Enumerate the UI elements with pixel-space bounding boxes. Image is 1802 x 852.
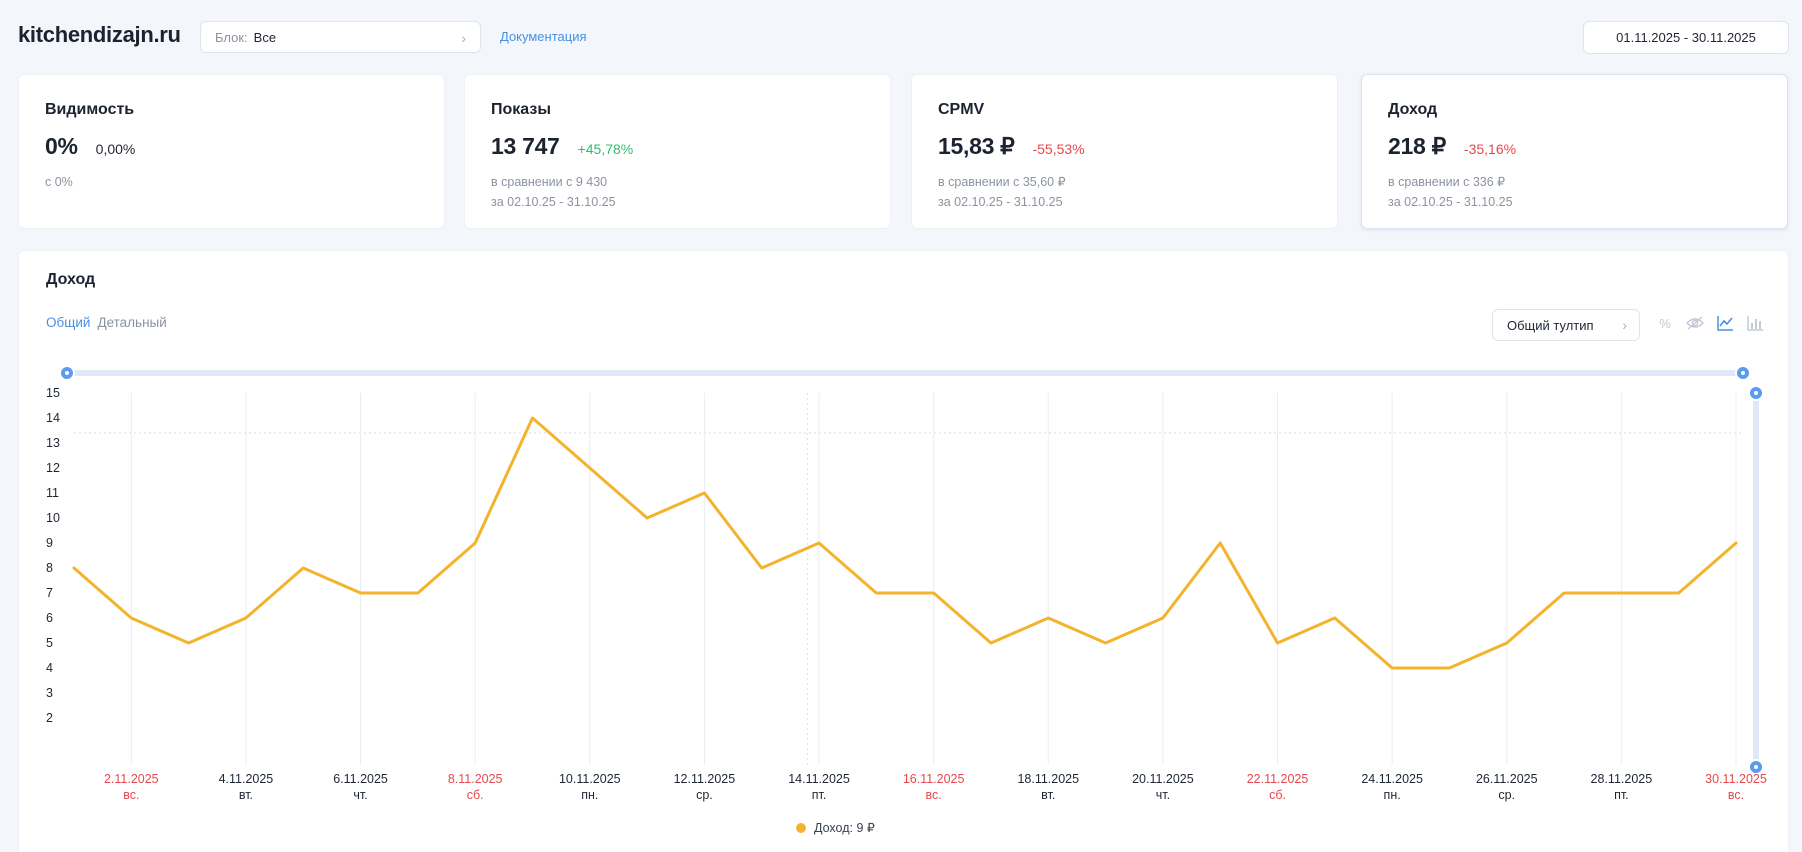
y-tick-label: 7 [46, 586, 53, 600]
x-tick-date: 26.11.2025 [1476, 772, 1538, 786]
x-tick-day: вт. [1041, 788, 1055, 802]
y-tick-label: 14 [46, 411, 60, 425]
x-tick-day: пн. [1384, 788, 1401, 802]
card-impressions[interactable]: Показы 13 747 +45,78% в сравнении с 9 43… [464, 74, 891, 229]
chart-toolbar: % [1655, 313, 1765, 333]
card-visibility[interactable]: Видимость 0% 0,00% с 0% [18, 74, 445, 229]
x-tick-day: чт. [1156, 788, 1170, 802]
card-title: Показы [491, 101, 551, 118]
card-delta: -35,16% [1463, 141, 1517, 157]
x-tick-date: 14.11.2025 [788, 772, 850, 786]
y-tick-label: 6 [46, 611, 53, 625]
x-tick-day: вс. [926, 788, 942, 802]
range-slider[interactable] [59, 365, 1751, 381]
y-tick-label: 10 [46, 511, 60, 525]
top-bar: kitchendizajn.ru Блок: Все › Документаци… [0, 0, 1802, 74]
site-title: kitchendizajn.ru [18, 22, 181, 47]
y-tick-label: 11 [46, 486, 59, 500]
card-title: Доход [1388, 101, 1438, 118]
x-tick-date: 12.11.2025 [674, 772, 736, 786]
y-range-slider[interactable] [1748, 385, 1764, 775]
card-value: 218 ₽ [1388, 133, 1446, 159]
x-tick-date: 6.11.2025 [333, 772, 388, 786]
tab-general[interactable]: Общий [46, 315, 91, 330]
chart-legend[interactable]: Доход: 9 ₽ [796, 820, 875, 835]
y-tick-label: 9 [46, 536, 53, 550]
y-tick-label: 5 [46, 636, 53, 650]
card-compare: с 0% [45, 175, 73, 189]
x-tick-date: 30.11.2025 [1705, 772, 1767, 786]
x-tick-day: вс. [1728, 788, 1744, 802]
x-tick-date: 8.11.2025 [448, 772, 503, 786]
card-period: за 02.10.25 - 31.10.25 [938, 195, 1063, 209]
chevron-right-icon: › [461, 30, 466, 46]
y-tick-label: 4 [46, 661, 53, 675]
legend-label: Доход: 9 ₽ [814, 821, 875, 835]
tooltip-mode-select[interactable]: Общий тултип › [1492, 309, 1640, 341]
x-tick-day: вт. [239, 788, 253, 802]
tooltip-mode-label: Общий тултип [1507, 317, 1594, 333]
tab-detailed[interactable]: Детальный [97, 315, 167, 330]
card-revenue[interactable]: Доход 218 ₽ -35,16% в сравнении с 336 ₽ … [1361, 74, 1788, 229]
x-tick-day: пт. [1614, 788, 1629, 802]
card-compare: в сравнении с 336 ₽ [1388, 175, 1506, 189]
percent-icon[interactable]: % [1659, 315, 1671, 331]
card-title: Видимость [45, 101, 135, 118]
x-tick-date: 18.11.2025 [1017, 772, 1079, 786]
x-tick-day: ср. [696, 788, 713, 802]
block-select-label: Блок: [215, 29, 248, 45]
y-tick-label: 3 [46, 686, 53, 700]
card-period: за 02.10.25 - 31.10.25 [491, 195, 616, 209]
x-tick-day: сб. [467, 788, 484, 802]
chevron-right-icon: › [1622, 317, 1627, 333]
block-select[interactable]: Блок: Все › [200, 21, 481, 53]
card-value: 0% [45, 133, 78, 159]
x-tick-date: 16.11.2025 [903, 772, 965, 786]
x-tick-day: пт. [812, 788, 827, 802]
revenue-panel: Доход Общий Детальный Общий тултип › % [18, 250, 1789, 852]
x-tick-day: пн. [581, 788, 598, 802]
card-value: 13 747 [491, 133, 560, 159]
x-tick-date: 20.11.2025 [1132, 772, 1194, 786]
card-delta: 0,00% [95, 141, 136, 157]
card-delta: -55,53% [1032, 141, 1085, 157]
card-cpmv[interactable]: CPMV 15,83 ₽ -55,53% в сравнении с 35,60… [911, 74, 1338, 229]
block-select-value: Все [253, 29, 277, 45]
x-tick-date: 4.11.2025 [219, 772, 274, 786]
x-tick-date: 24.11.2025 [1361, 772, 1423, 786]
bar-chart-icon[interactable] [1745, 313, 1765, 333]
line-chart-icon[interactable] [1715, 313, 1735, 333]
card-compare: в сравнении с 35,60 ₽ [938, 175, 1066, 189]
y-tick-label: 2 [46, 711, 53, 725]
view-tabs: Общий Детальный [46, 315, 167, 330]
card-delta: +45,78% [577, 141, 634, 157]
eye-off-icon[interactable] [1685, 313, 1705, 333]
x-tick-date: 2.11.2025 [104, 772, 159, 786]
x-tick-day: сб. [1269, 788, 1286, 802]
card-title: CPMV [938, 101, 985, 118]
y-tick-label: 12 [46, 461, 60, 475]
card-period: за 02.10.25 - 31.10.25 [1388, 195, 1513, 209]
documentation-link[interactable]: Документация [500, 29, 587, 44]
y-tick-label: 8 [46, 561, 53, 575]
legend-swatch [796, 822, 806, 833]
x-tick-date: 28.11.2025 [1591, 772, 1653, 786]
date-range-picker[interactable]: 01.11.2025 - 30.11.2025 [1583, 21, 1789, 54]
y-tick-label: 15 [46, 386, 60, 400]
x-tick-date: 22.11.2025 [1247, 772, 1309, 786]
card-compare: в сравнении с 9 430 [491, 175, 608, 189]
card-value: 15,83 ₽ [938, 133, 1015, 159]
x-tick-date: 10.11.2025 [559, 772, 621, 786]
y-tick-label: 13 [46, 436, 60, 450]
series-line-revenue [72, 416, 1738, 670]
x-tick-day: ср. [1498, 788, 1515, 802]
panel-title: Доход [46, 271, 96, 288]
x-tick-day: чт. [353, 788, 367, 802]
x-tick-day: вс. [123, 788, 139, 802]
